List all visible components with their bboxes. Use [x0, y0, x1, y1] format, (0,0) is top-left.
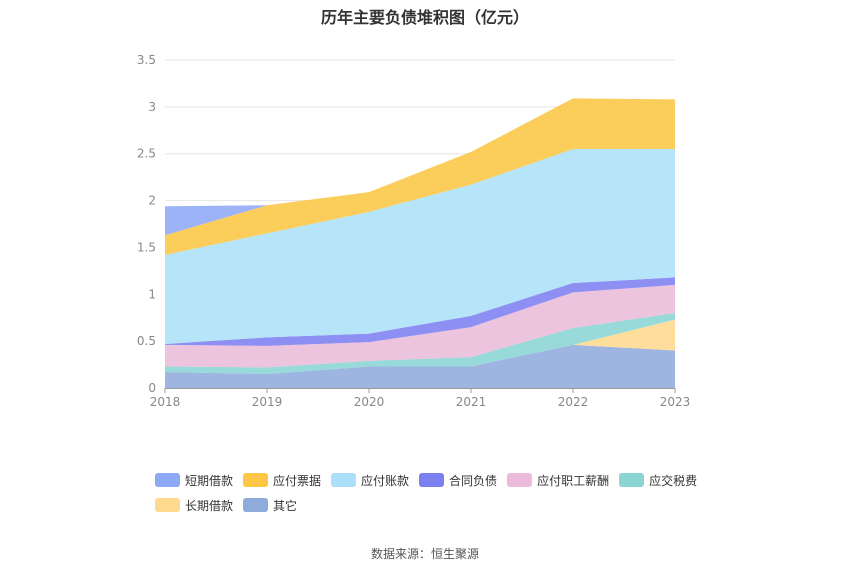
- x-tick-label: 2022: [558, 395, 589, 409]
- legend-swatch: [155, 498, 180, 512]
- x-tick-label: 2021: [456, 395, 487, 409]
- legend-item[interactable]: 应付账款: [331, 472, 409, 488]
- x-tick-label: 2019: [252, 395, 283, 409]
- legend-item[interactable]: 短期借款: [155, 472, 233, 488]
- legend-item[interactable]: 长期借款: [155, 497, 233, 513]
- data-source-note: 数据来源：恒生聚源: [370, 547, 479, 561]
- legend-label: 长期借款: [185, 498, 234, 513]
- y-tick-label: 3.5: [137, 53, 156, 67]
- area-series-5: [165, 149, 675, 344]
- x-tick-label: 2020: [354, 395, 385, 409]
- legend-label: 应付票据: [273, 473, 322, 488]
- chart-legend: 短期借款 应付票据 应付账款 合同负债 应付职工薪酬 应交税费长期借款 其它: [155, 472, 735, 522]
- legend-swatch: [243, 473, 269, 487]
- legend-label: 短期借款: [185, 473, 234, 488]
- legend-swatch: [331, 473, 357, 487]
- area-series-3: [165, 284, 675, 368]
- y-tick-label: 2.5: [137, 147, 156, 161]
- legend-label: 合同负债: [449, 473, 498, 488]
- legend-swatch: [507, 473, 533, 487]
- y-tick-label: 2: [148, 194, 156, 208]
- legend-item[interactable]: 合同负债: [419, 472, 497, 488]
- area-series-6: [165, 98, 675, 255]
- legend-label: 应付职工薪酬: [537, 473, 610, 488]
- y-tick-label: 1: [148, 287, 156, 301]
- x-tick-label: 2023: [660, 395, 691, 409]
- legend-item[interactable]: 其它: [243, 497, 297, 513]
- legend-swatch: [619, 473, 645, 487]
- legend-label: 其它: [273, 498, 298, 513]
- area-series-2: [165, 313, 675, 374]
- legend-item[interactable]: 应付票据: [243, 472, 321, 488]
- legend-swatch: [419, 473, 445, 487]
- y-tick-label: 0.5: [137, 334, 156, 348]
- legend-label: 应交税费: [649, 473, 698, 488]
- y-tick-label: 3: [148, 100, 156, 114]
- y-tick-label: 1.5: [137, 240, 156, 254]
- legend-item[interactable]: 应付职工薪酬: [507, 472, 609, 488]
- legend-swatch: [155, 473, 180, 487]
- legend-item[interactable]: 应交税费: [619, 472, 697, 488]
- legend-swatch: [243, 498, 269, 512]
- chart-title: 历年主要负债堆积图（亿元）: [320, 8, 529, 27]
- x-tick-label: 2018: [150, 395, 181, 409]
- area-series-4: [165, 277, 675, 346]
- y-tick-label: 0: [148, 381, 156, 395]
- legend-label: 应付账款: [361, 473, 410, 488]
